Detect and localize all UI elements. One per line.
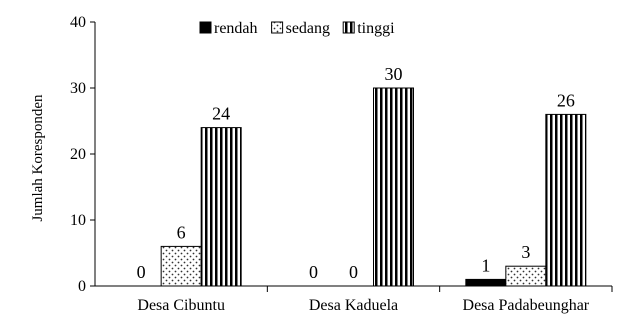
- data-label: 1: [481, 255, 490, 275]
- legend-label: rendah: [214, 20, 258, 37]
- legend-label: tinggi: [357, 20, 395, 37]
- y-tick-label: 20: [70, 146, 86, 163]
- bars: [160, 87, 587, 287]
- y-tick-label: 10: [70, 212, 86, 229]
- y-tick-label: 0: [78, 278, 86, 295]
- y-axis-label: Jumlah Koresponden: [30, 94, 46, 222]
- data-label: 6: [177, 222, 186, 242]
- category-label: Desa Kaduela: [309, 297, 398, 314]
- data-labels: 0 6 24 0 0 30 1 3 26: [137, 64, 575, 282]
- bar-tinggi: [373, 87, 414, 287]
- data-label: 0: [349, 262, 358, 282]
- y-tick-label: 30: [70, 80, 86, 97]
- bar-rendah: [465, 278, 507, 287]
- data-label: 3: [521, 242, 530, 262]
- data-label: 26: [557, 90, 575, 110]
- legend-swatch-sedang: [271, 21, 284, 34]
- bar-sedang: [505, 265, 547, 287]
- bar-tinggi: [545, 113, 587, 287]
- category-label: Desa Cibuntu: [137, 297, 225, 314]
- data-label: 0: [309, 262, 318, 282]
- data-label: 30: [385, 64, 403, 84]
- category-label: Desa Padabeunghar: [463, 297, 590, 314]
- legend: rendah sedang tinggi: [199, 20, 395, 37]
- data-label: 0: [137, 262, 146, 282]
- legend-swatch-rendah: [199, 21, 212, 34]
- data-label: 24: [212, 104, 230, 124]
- bar-tinggi: [200, 127, 242, 287]
- y-tick-label: 40: [70, 14, 86, 31]
- bar-sedang: [160, 245, 202, 287]
- legend-swatch-tinggi: [342, 21, 355, 34]
- legend-label: sedang: [286, 20, 330, 37]
